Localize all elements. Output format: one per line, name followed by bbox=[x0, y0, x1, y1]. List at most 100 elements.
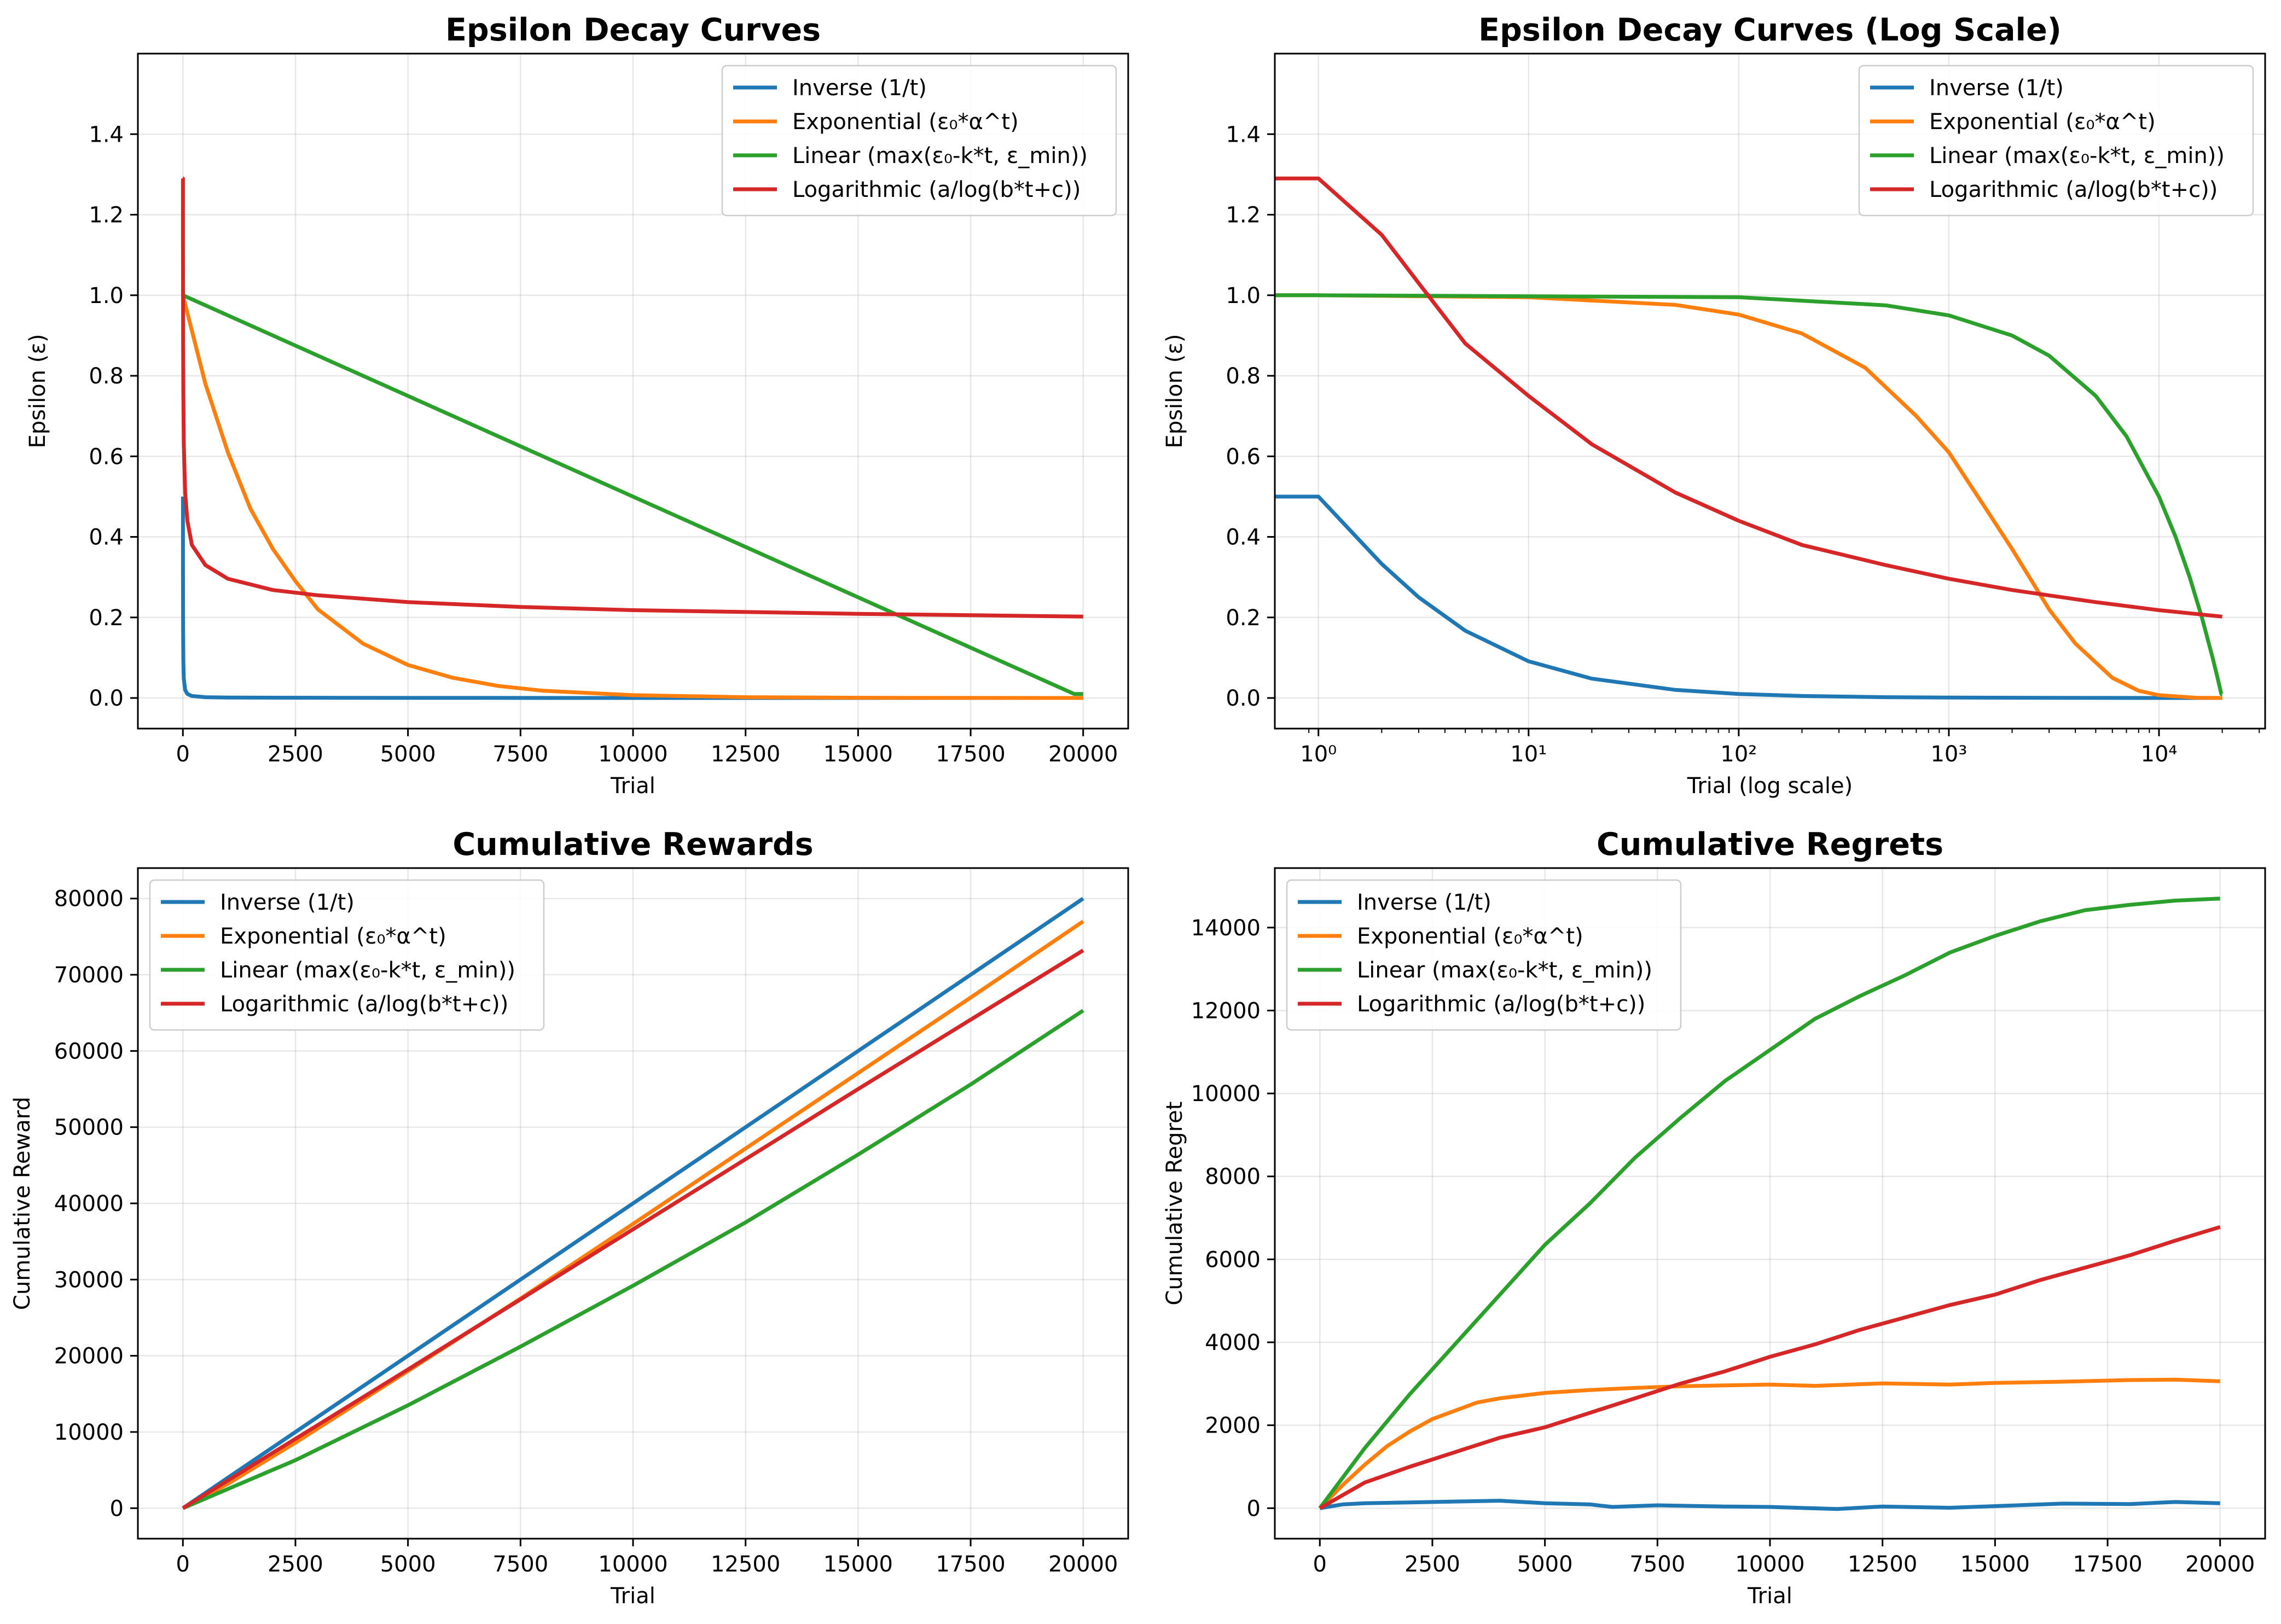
legend-label: Linear (max(ε₀-k*t, ε_min)) bbox=[1929, 143, 2225, 168]
y-tick-label: 10000 bbox=[54, 1420, 124, 1445]
y-axis-label: Epsilon (ε) bbox=[1162, 334, 1187, 448]
x-tick-label: 17500 bbox=[936, 742, 1005, 767]
y-axis-label: Cumulative Reward bbox=[10, 1097, 35, 1310]
chart-panel-4: 0 2500 5000 7500 10000 12500 15000 17500 20000 0 2… bbox=[1162, 826, 2266, 1609]
y-tick-label: 1.0 bbox=[1226, 283, 1261, 308]
y-tick-label: 0.0 bbox=[89, 686, 124, 711]
y-axis-label: Cumulative Regret bbox=[1162, 1102, 1187, 1306]
series-line-1 bbox=[182, 897, 1084, 1510]
y-tick-label: 1.2 bbox=[89, 203, 124, 228]
chart-title: Epsilon Decay Curves bbox=[445, 12, 821, 48]
series-line-1 bbox=[1319, 1499, 2220, 1511]
series-line-2 bbox=[1318, 1377, 2220, 1510]
legend-box bbox=[721, 65, 1117, 217]
chart-title: Cumulative Regrets bbox=[1597, 826, 1943, 863]
axes-frame bbox=[137, 867, 1129, 1540]
y-tick-label: 4000 bbox=[1205, 1330, 1261, 1355]
x-tick-label: 2500 bbox=[268, 742, 323, 767]
legend-label: Linear (max(ε₀-k*t, ε_min)) bbox=[220, 958, 515, 983]
chart-panel-2: 10⁰ 10¹ 10² 10³ 10⁴ 0.0 0.2 0.4 0.6 0.8 1.0 1.2 1.4 E… bbox=[1162, 12, 2266, 799]
y-tick-label: 0.6 bbox=[89, 444, 124, 469]
chart-panel-1: 0 2500 5000 7500 10000 12500 15000 17500 20000 0.… bbox=[25, 12, 1129, 799]
y-tick-label: 0.2 bbox=[89, 606, 124, 631]
legend-box bbox=[149, 879, 545, 1031]
y-tick-label: 1.0 bbox=[89, 283, 124, 308]
y-tick-label: 1.2 bbox=[1226, 203, 1261, 228]
x-tick-label: 20000 bbox=[1048, 1552, 1118, 1577]
series-line-1 bbox=[181, 496, 1083, 700]
x-tick-label: 2500 bbox=[1404, 1552, 1460, 1577]
legend-label: Inverse (1/t) bbox=[1357, 890, 1491, 915]
x-tick-label: 12500 bbox=[711, 742, 780, 767]
series-group bbox=[1275, 176, 2224, 700]
legend-label: Linear (max(ε₀-k*t, ε_min)) bbox=[792, 143, 1088, 168]
chart-panel-3: 0 2500 5000 7500 10000 12500 15000 17500 20000 0 1… bbox=[10, 826, 1129, 1609]
x-tick-label: 12500 bbox=[1848, 1552, 1917, 1577]
series-line-4 bbox=[1275, 176, 2222, 619]
y-tick-label: 6000 bbox=[1205, 1247, 1261, 1272]
x-tick-label: 17500 bbox=[2073, 1552, 2142, 1577]
x-tick-label: 10000 bbox=[1735, 1552, 1804, 1577]
y-tick-label: 14000 bbox=[1191, 916, 1261, 941]
y-tick-label: 50000 bbox=[54, 1115, 124, 1140]
x-tick-label: 5000 bbox=[380, 1552, 436, 1577]
y-tick-label: 0.2 bbox=[1226, 606, 1261, 631]
y-tick-label: 80000 bbox=[54, 887, 124, 912]
legend-box bbox=[1858, 65, 2254, 217]
x-axis-label: Trial bbox=[1747, 1584, 1792, 1609]
x-tick-label: 15000 bbox=[1960, 1552, 2030, 1577]
axes-frame bbox=[137, 53, 1129, 730]
series-line-4 bbox=[182, 948, 1084, 1510]
x-axis-label: Trial (log scale) bbox=[1687, 773, 1853, 799]
y-tick-label: 0.6 bbox=[1226, 444, 1261, 469]
legend-label: Exponential (ε₀*α^t) bbox=[1357, 924, 1583, 949]
legend-label: Logarithmic (a/log(b*t+c)) bbox=[220, 992, 508, 1017]
legend-label: Exponential (ε₀*α^t) bbox=[220, 924, 446, 949]
axes-frame bbox=[1274, 867, 2266, 1540]
series-group bbox=[1318, 897, 2221, 1511]
series-line-4 bbox=[181, 176, 1083, 619]
y-tick-label: 12000 bbox=[1191, 998, 1261, 1023]
series-line-3 bbox=[1318, 897, 2220, 1510]
series-line-2 bbox=[1275, 293, 2222, 700]
x-tick-label: 12500 bbox=[711, 1552, 780, 1577]
legend-label: Logarithmic (a/log(b*t+c)) bbox=[1929, 177, 2218, 202]
x-tick-label: 5000 bbox=[1517, 1552, 1573, 1577]
legend-label: Exponential (ε₀*α^t) bbox=[792, 109, 1019, 135]
legend-label: Inverse (1/t) bbox=[220, 890, 355, 915]
series-line-4 bbox=[1319, 1225, 2221, 1510]
series-line-1 bbox=[1275, 494, 2222, 700]
series-line-3 bbox=[182, 293, 1083, 696]
legend: Inverse (1/t) Exponential (ε₀*α^t) Linear … bbox=[1286, 879, 1682, 1031]
x-tick-label: 0 bbox=[1313, 1552, 1327, 1577]
x-tick-label: 10000 bbox=[598, 742, 668, 767]
x-tick-label: 7500 bbox=[1629, 1552, 1685, 1577]
series-line-2 bbox=[182, 919, 1084, 1510]
y-tick-label: 0 bbox=[110, 1496, 124, 1521]
legend: Inverse (1/t) Exponential (ε₀*α^t) Linear … bbox=[721, 65, 1117, 217]
x-tick-label: 7500 bbox=[492, 1552, 548, 1577]
legend-label: Inverse (1/t) bbox=[1929, 75, 2064, 101]
legend-label: Exponential (ε₀*α^t) bbox=[1929, 109, 2156, 135]
y-tick-label: 1.4 bbox=[89, 122, 124, 147]
series-line-2 bbox=[181, 294, 1083, 700]
x-tick-label: 10⁴ bbox=[2141, 742, 2178, 767]
y-tick-label: 1.4 bbox=[1226, 122, 1261, 147]
x-tick-label: 0 bbox=[176, 1552, 190, 1577]
y-tick-label: 0.8 bbox=[1226, 364, 1261, 389]
y-tick-label: 40000 bbox=[54, 1191, 124, 1216]
x-tick-label: 17500 bbox=[936, 1552, 1005, 1577]
y-axis-label: Epsilon (ε) bbox=[25, 334, 50, 448]
y-tick-label: 10000 bbox=[1191, 1081, 1261, 1107]
x-tick-label: 20000 bbox=[2185, 1552, 2255, 1577]
y-tick-label: 8000 bbox=[1205, 1165, 1261, 1190]
x-tick-label: 10⁰ bbox=[1300, 742, 1337, 767]
legend: Inverse (1/t) Exponential (ε₀*α^t) Linear … bbox=[149, 879, 545, 1031]
series-line-3 bbox=[1275, 293, 2224, 696]
x-tick-label: 0 bbox=[176, 742, 190, 767]
y-tick-label: 30000 bbox=[54, 1267, 124, 1293]
y-tick-label: 0.0 bbox=[1226, 686, 1261, 711]
x-axis-label: Trial bbox=[610, 773, 655, 799]
x-tick-label: 10000 bbox=[598, 1552, 668, 1577]
